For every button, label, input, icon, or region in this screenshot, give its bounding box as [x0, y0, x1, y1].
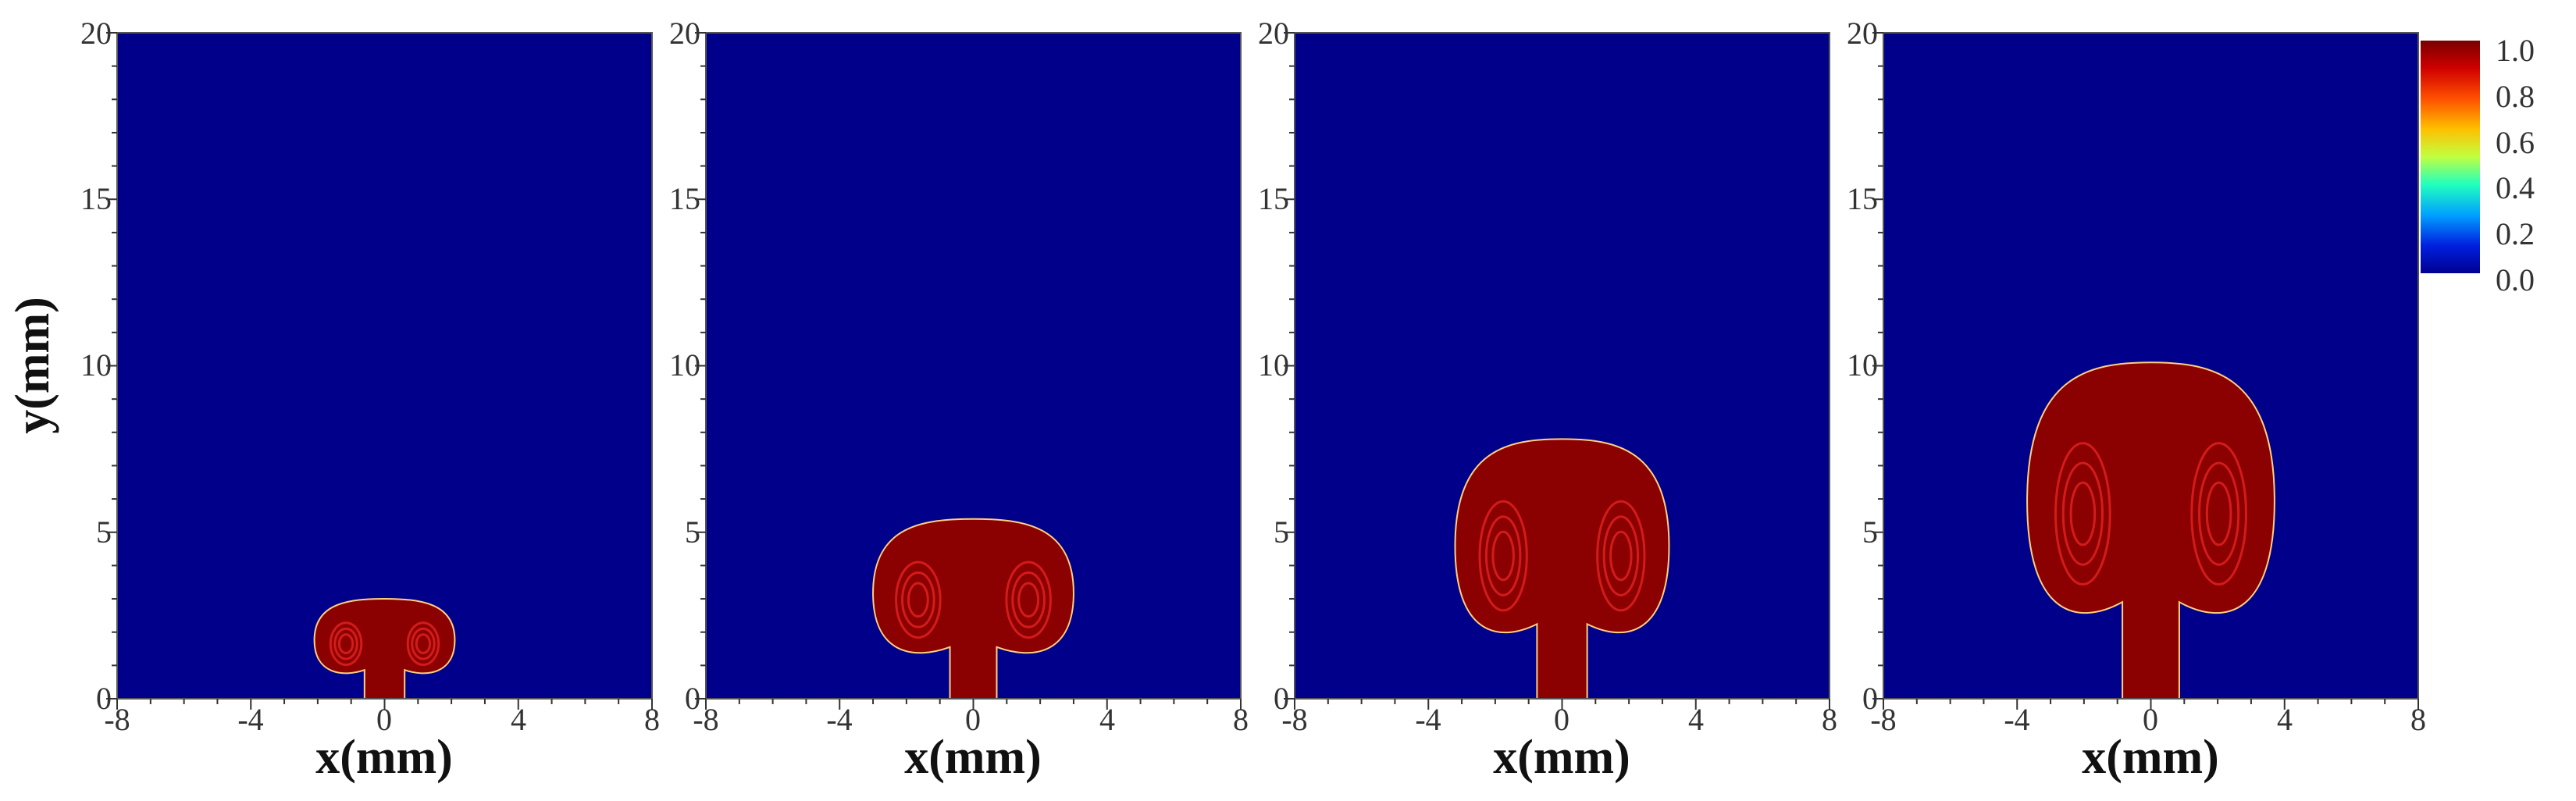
vortex-ring: [1017, 582, 1040, 618]
vortex-ring: [1478, 500, 1528, 612]
colorbar-label-6: 0.0: [2496, 262, 2535, 297]
panel-4-x-ticks: [1883, 699, 2419, 710]
panel-1: -8 -4 0 4 8 0 5 10 15 20 x(mm) y(mm): [6, 16, 660, 784]
vortex-ring: [2054, 442, 2111, 586]
colorbar-label-3: 0.6: [2496, 125, 2535, 160]
panel-4-x-tick-label-2: -4: [2004, 702, 2029, 737]
panel-3-x-tick-label-5: 8: [1822, 702, 1837, 737]
panel-3-y-ticks: [1284, 32, 1295, 700]
vortex-ring: [337, 633, 355, 654]
panel-2: -8 -4 0 4 8 0 5 10 15 20 x(mm): [669, 16, 1249, 784]
panel-3-x-axis-title: x(mm): [1493, 731, 1630, 784]
colorbar: 1.0 0.8 0.6 0.4 0.2 0.0: [2421, 33, 2535, 297]
panel-1-x-axis-title: x(mm): [315, 731, 453, 784]
vortex-ring: [411, 627, 436, 660]
vortex-ring: [2198, 461, 2240, 566]
panel-2-y-tick-label-2: 5: [685, 514, 700, 550]
vortex-ring: [907, 582, 929, 618]
panel-4-x-tick-label-5: 8: [2410, 702, 2426, 737]
vortex-ring: [1609, 530, 1633, 582]
vortex-ring: [2061, 461, 2104, 566]
panel-3-x-tick-label-3: 0: [1554, 702, 1569, 737]
panel-2-y-tick-label-5: 20: [669, 16, 700, 51]
colorbar-label-1: 1.0: [2496, 33, 2535, 68]
panel-2-y-tick-label-3: 10: [669, 347, 700, 383]
panel-3-y-tick-label-1: 0: [1274, 681, 1289, 716]
vortex-ring: [2190, 442, 2247, 586]
panel-2-x-tick-label-3: 0: [965, 702, 981, 737]
vortex-ring: [333, 627, 358, 660]
vortex-ring: [2069, 481, 2097, 546]
panel-2-x-tick-label-4: 4: [1099, 702, 1115, 737]
panel-2-x-ticks: [705, 699, 1242, 710]
panel-1-y-axis-title: y(mm): [6, 297, 59, 434]
colorbar-label-5: 0.2: [2496, 216, 2535, 251]
panel-1-x-tick-label-1: -8: [104, 702, 130, 737]
panel-1-x-ticks: [116, 699, 653, 710]
vortex-ring: [1011, 571, 1046, 628]
colorbar-label-4: 0.4: [2496, 170, 2535, 205]
plume-shape: [2026, 361, 2275, 700]
vortex-ring: [1005, 561, 1052, 639]
vortex-ring: [329, 621, 363, 666]
vortex-ring: [2205, 481, 2232, 546]
panel-4: -8 -4 0 4 8 0 5 10 15 20 x(mm): [1847, 16, 2426, 784]
panel-3: -8 -4 0 4 8 0 5 10 15 20 x(mm): [1258, 16, 1837, 784]
vortex-ring: [901, 571, 935, 628]
panel-3-y-tick-label-2: 5: [1274, 514, 1289, 550]
panel-1-y-tick-label-4: 15: [80, 181, 112, 216]
vortex-ring: [895, 561, 942, 639]
vortex-ring: [406, 621, 440, 666]
colorbar-gradient: [2421, 41, 2480, 273]
panel-2-x-tick-label-2: -4: [826, 702, 852, 737]
panel-3-y-tick-label-5: 20: [1258, 16, 1289, 51]
panel-2-x-tick-label-1: -8: [693, 702, 718, 737]
panel-1-x-tick-label-2: -4: [237, 702, 263, 737]
panel-1-y-tick-label-1: 0: [96, 681, 112, 716]
panel-3-x-tick-label-1: -8: [1281, 702, 1307, 737]
panel-1-field: [117, 33, 652, 699]
panel-3-x-tick-label-4: 4: [1688, 702, 1704, 737]
panel-2-y-ticks: [695, 32, 706, 700]
vortex-ring: [1491, 530, 1515, 582]
panel-3-y-tick-label-3: 10: [1258, 347, 1289, 383]
panel-2-x-tick-label-5: 8: [1233, 702, 1249, 737]
panel-1-y-tick-label-2: 5: [96, 514, 112, 550]
panel-4-y-tick-label-3: 10: [1847, 347, 1878, 383]
panel-1-x-tick-label-5: 8: [644, 702, 660, 737]
panel-1-x-tick-label-4: 4: [511, 702, 526, 737]
panel-4-x-tick-label-4: 4: [2277, 702, 2293, 737]
panel-4-x-axis-title: x(mm): [2082, 731, 2219, 784]
panel-3-y-tick-label-4: 15: [1258, 181, 1289, 216]
panel-4-y-tick-label-2: 5: [1862, 514, 1878, 550]
panel-2-x-axis-title: x(mm): [904, 731, 1042, 784]
panel-4-x-tick-label-1: -8: [1870, 702, 1896, 737]
vortex-ring: [1602, 515, 1640, 596]
panel-4-y-ticks: [1872, 32, 1883, 700]
panel-1-y-ticks: [106, 32, 117, 700]
panel-1-y-tick-label-3: 10: [80, 347, 112, 383]
panel-1-x-tick-label-3: 0: [376, 702, 392, 737]
vortex-ring: [415, 633, 432, 654]
vortex-ring: [1484, 515, 1522, 596]
panel-3-x-ticks: [1294, 699, 1830, 710]
colorbar-label-2: 0.8: [2496, 79, 2535, 114]
panel-4-y-tick-label-5: 20: [1847, 16, 1878, 51]
panel-4-y-tick-label-1: 0: [1862, 681, 1878, 716]
panel-1-y-tick-label-5: 20: [80, 16, 112, 51]
vortex-ring: [1596, 500, 1646, 612]
panel-2-y-tick-label-1: 0: [685, 681, 700, 716]
panel-4-y-tick-label-4: 15: [1847, 181, 1878, 216]
panel-4-x-tick-label-3: 0: [2143, 702, 2158, 737]
panel-3-x-tick-label-2: -4: [1415, 702, 1441, 737]
panel-2-y-tick-label-4: 15: [669, 181, 700, 216]
